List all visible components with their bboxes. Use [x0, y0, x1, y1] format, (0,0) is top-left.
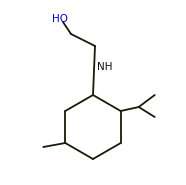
Text: HO: HO: [52, 14, 68, 24]
Text: NH: NH: [97, 61, 113, 71]
